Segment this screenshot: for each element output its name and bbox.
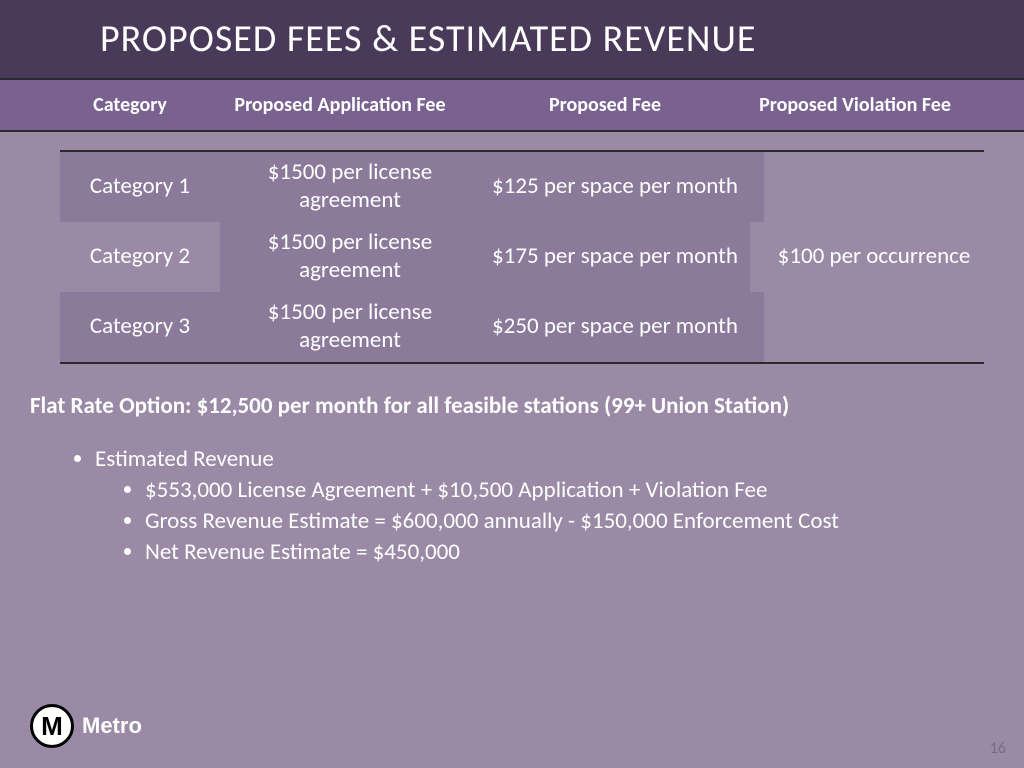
metro-logo: M Metro [30, 704, 142, 748]
cell-category: Category 3 [60, 313, 220, 341]
header-violation: Proposed Violation Fee [730, 93, 980, 117]
fee-table: Category 1 $1500 per license agreement $… [60, 150, 984, 364]
metro-logo-text: Metro [82, 713, 142, 739]
page-title: PROPOSED FEES & ESTIMATED REVENUE [100, 16, 756, 62]
cell-app-fee: $1500 per license agreement [220, 159, 480, 214]
bullet-item: Net Revenue Estimate = $450,000 [145, 537, 964, 568]
cell-category: Category 2 [60, 243, 220, 271]
flat-rate-text: Flat Rate Option: $12,500 per month for … [30, 392, 994, 420]
revenue-bullets: Estimated Revenue $553,000 License Agree… [95, 444, 964, 568]
table-body-left: Category 1 $1500 per license agreement $… [60, 152, 764, 362]
title-bar: PROPOSED FEES & ESTIMATED REVENUE [0, 0, 1024, 78]
violation-fee-cell: $100 per occurrence [764, 152, 984, 362]
bullet-item: $553,000 License Agreement + $10,500 App… [145, 475, 964, 506]
cell-fee: $175 per space per month [480, 222, 750, 292]
table-row: Category 2 $1500 per license agreement $… [60, 222, 764, 292]
cell-fee: $250 per space per month [480, 313, 750, 341]
table-row: Category 3 $1500 per license agreement $… [60, 292, 764, 362]
cell-fee: $125 per space per month [480, 173, 750, 201]
cell-app-fee: $1500 per license agreement [220, 299, 480, 354]
cell-category: Category 1 [60, 173, 220, 201]
table-header-row: Category Proposed Application Fee Propos… [0, 78, 1024, 132]
header-category: Category [0, 93, 200, 117]
header-app-fee: Proposed Application Fee [200, 93, 480, 117]
bullet-top-text: Estimated Revenue [95, 445, 274, 473]
cell-app-fee: $1500 per license agreement [220, 222, 480, 292]
bullet-item: Gross Revenue Estimate = $600,000 annual… [145, 506, 964, 537]
header-fee: Proposed Fee [480, 93, 730, 117]
metro-logo-icon: M [30, 704, 74, 748]
page-number: 16 [990, 739, 1006, 758]
table-row: Category 1 $1500 per license agreement $… [60, 152, 764, 222]
bullet-top: Estimated Revenue $553,000 License Agree… [95, 444, 964, 568]
